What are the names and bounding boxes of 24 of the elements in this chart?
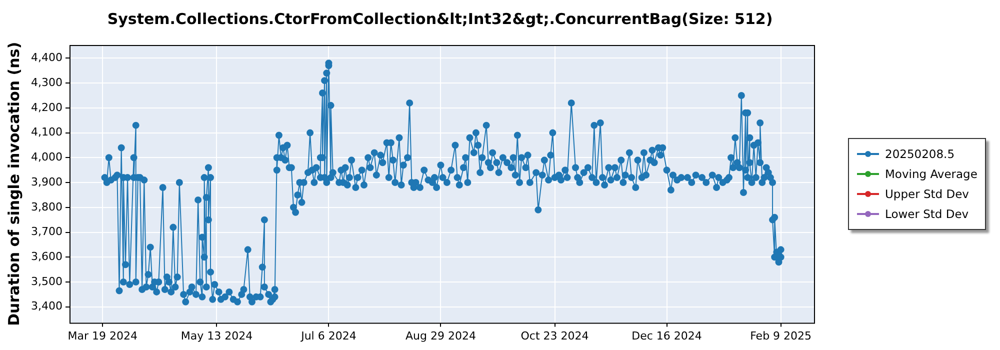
x-tick-label: Oct 23 2024 <box>520 329 589 342</box>
legend-label: 20250208.5 <box>885 147 955 161</box>
x-tick-label: Mar 19 2024 <box>68 329 138 342</box>
x-tick-label: Dec 16 2024 <box>632 329 702 342</box>
legend-label: Upper Std Dev <box>885 187 969 201</box>
legend-label: Moving Average <box>885 167 978 181</box>
x-tick-label: Feb 9 2025 <box>750 329 812 342</box>
y-tick-label: 3,800 <box>30 200 62 214</box>
x-tick-label: May 13 2024 <box>180 329 253 342</box>
y-tick-label: 4,400 <box>30 51 62 64</box>
y-tick-label: 3,700 <box>30 225 62 238</box>
y-tick-label: 3,400 <box>30 300 62 313</box>
y-tick-label: 4,300 <box>30 76 62 89</box>
y-axis-title: Duration of single invocation (ns) <box>4 42 23 326</box>
x-tick-label: Jul 6 2024 <box>300 329 356 342</box>
y-tick-label: 3,900 <box>30 175 62 188</box>
y-tick-label: 4,200 <box>30 100 62 114</box>
legend-label: Lower Std Dev <box>885 207 969 221</box>
y-tick-label: 3,500 <box>30 274 62 288</box>
y-tick-label: 4,000 <box>30 150 62 164</box>
y-tick-label: 4,100 <box>30 126 62 139</box>
chart-title: System.Collections.CtorFromCollection&lt;Int32&gt;.ConcurrentBag(Size: 512) <box>106 10 774 28</box>
x-tick-label: Aug 29 2024 <box>405 329 476 342</box>
y-tick-label: 3,600 <box>30 250 62 263</box>
